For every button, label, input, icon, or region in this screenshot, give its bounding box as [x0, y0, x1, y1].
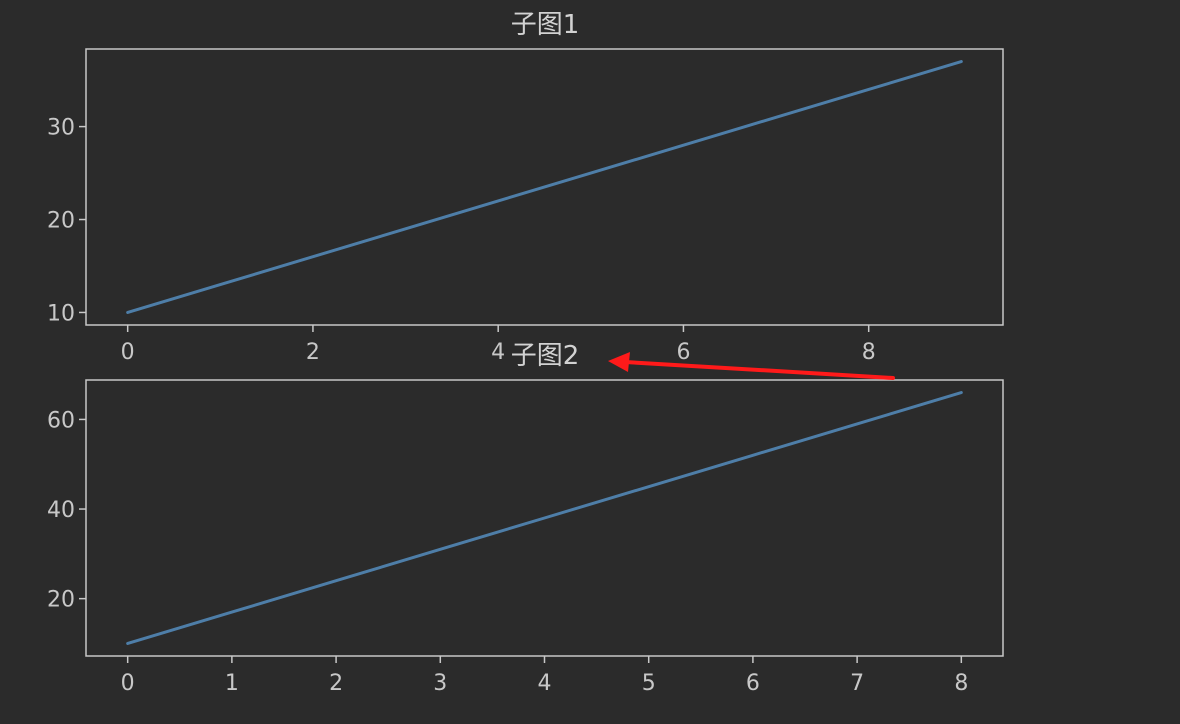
- chart-1-series: [126, 60, 963, 314]
- chart-2-x-axis: 0 1 2 3 4 5 6 7 8: [121, 656, 968, 696]
- chart-1-series-line: [126, 60, 963, 314]
- chart-2-xtick-label: 0: [121, 671, 135, 696]
- chart-1-xtick-label: 0: [121, 340, 135, 365]
- chart-2-xtick-label: 3: [433, 671, 447, 696]
- chart-2-xtick-label: 1: [225, 671, 239, 696]
- chart-2-xtick-label: 5: [642, 671, 656, 696]
- chart-2-series: [126, 391, 963, 645]
- annotation-arrow-head: [608, 352, 630, 372]
- chart-2-xtick-label: 6: [746, 671, 760, 696]
- chart-1-title: 子图1: [511, 10, 580, 40]
- chart-2-xtick-label: 7: [850, 671, 864, 696]
- chart-1-xtick-label: 2: [306, 340, 320, 365]
- chart-2-ytick-label: 20: [47, 588, 75, 613]
- chart-1-axes-frame: [85, 48, 1004, 326]
- chart-2-title: 子图2: [511, 341, 580, 371]
- chart-1-ytick-label: 10: [47, 301, 75, 326]
- subplot-1: 子图1 0 2 4 6 8 10 20 30: [47, 10, 1004, 365]
- chart-2-series-line: [126, 391, 963, 645]
- chart-1-x-axis: 0 2 4 6 8: [121, 325, 876, 365]
- chart-1-ytick-label: 20: [47, 209, 75, 234]
- annotation-arrow: [608, 352, 895, 380]
- chart-2-xtick-label: 2: [329, 671, 343, 696]
- chart-2-ytick-label: 60: [47, 408, 75, 433]
- chart-2-xtick-label: 4: [538, 671, 552, 696]
- chart-1-ytick-label: 30: [47, 116, 75, 141]
- chart-2-xtick-label: 8: [954, 671, 968, 696]
- chart-1-xtick-label: 6: [676, 340, 690, 365]
- chart-1-xtick-label: 8: [862, 340, 876, 365]
- chart-1-y-axis: 10 20 30: [47, 116, 86, 326]
- chart-2-ytick-label: 40: [47, 498, 75, 523]
- annotation-arrow-shaft: [623, 360, 895, 380]
- chart-2-y-axis: 20 40 60: [47, 408, 86, 613]
- chart-1-xtick-label: 4: [491, 340, 505, 365]
